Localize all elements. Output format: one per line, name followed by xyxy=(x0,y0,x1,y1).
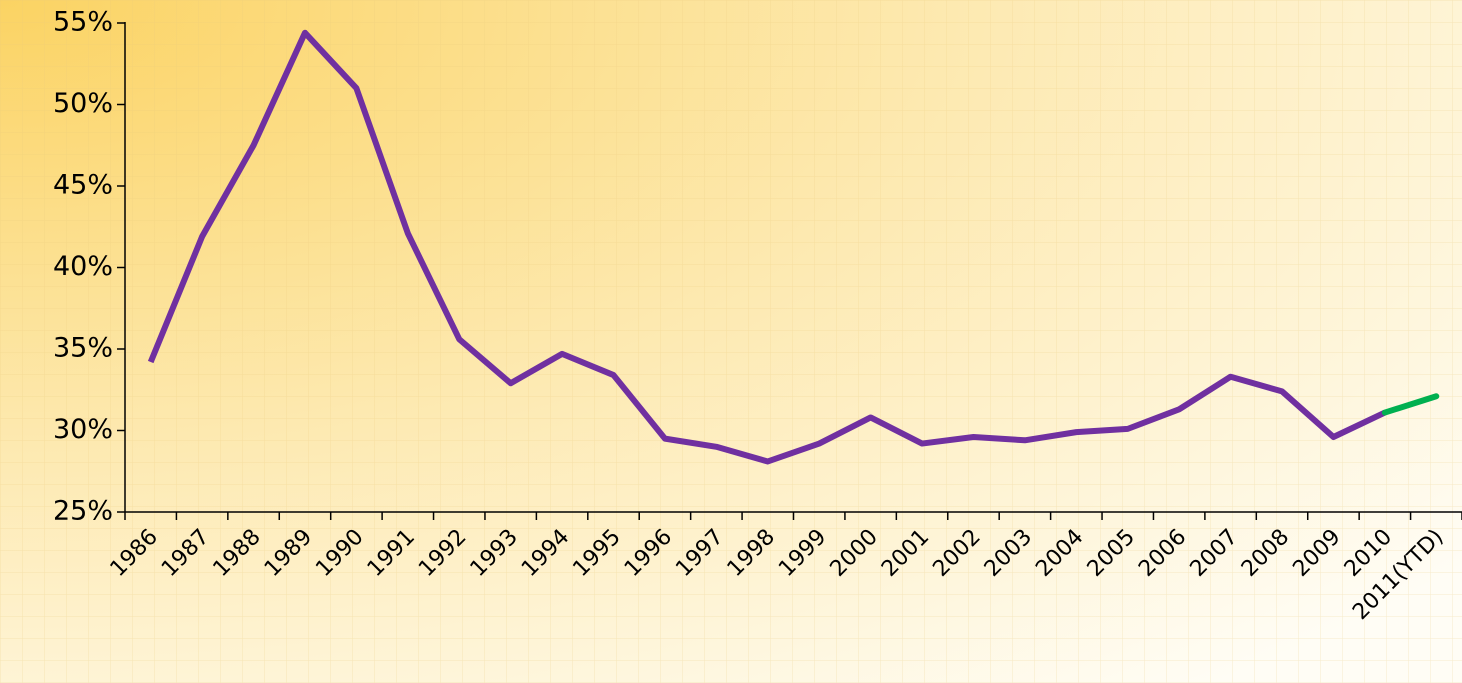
y-tick-label: 35% xyxy=(53,333,113,364)
y-tick-label: 55% xyxy=(53,7,113,38)
y-tick-label: 50% xyxy=(53,88,113,119)
y-tick-label: 40% xyxy=(53,251,113,282)
y-tick-label: 25% xyxy=(53,496,113,527)
y-tick-label: 30% xyxy=(53,414,113,445)
data-line xyxy=(147,29,1387,465)
ytd-line-segment xyxy=(1381,393,1440,416)
y-tick-label: 45% xyxy=(53,170,113,201)
